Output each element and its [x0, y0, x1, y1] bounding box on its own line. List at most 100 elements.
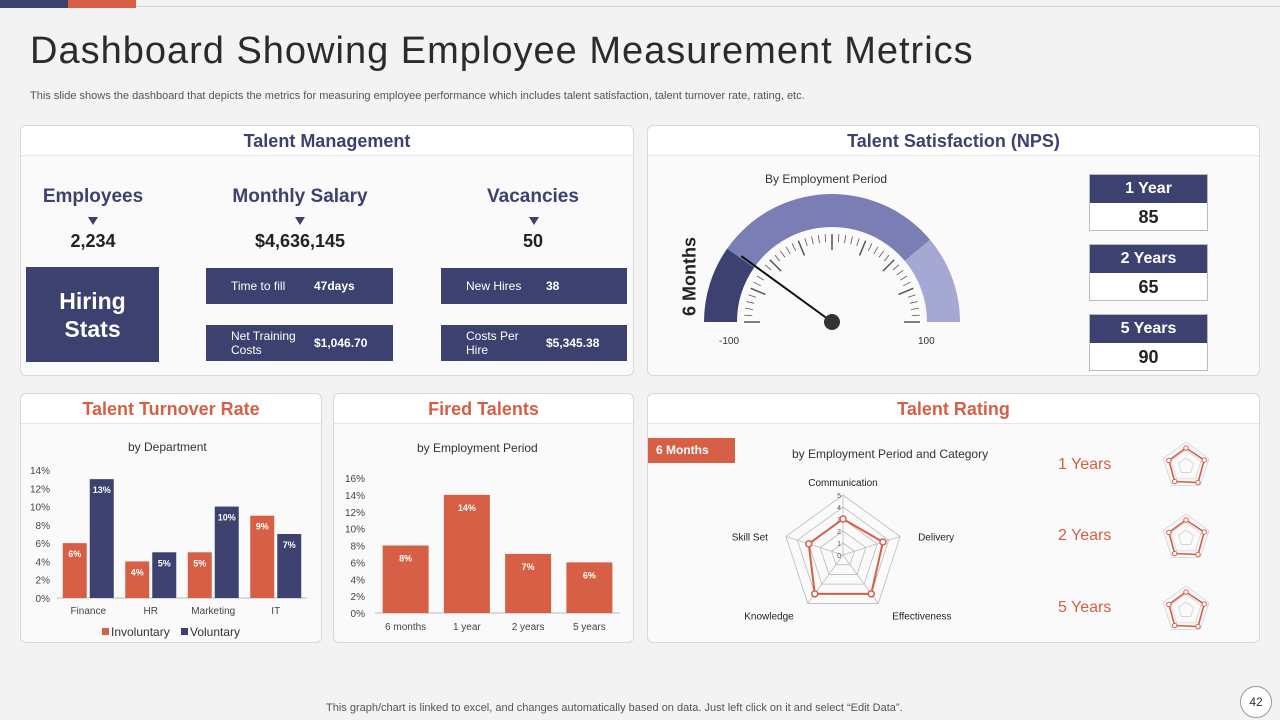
radar-tick-label: 2	[837, 529, 841, 536]
gauge-tick	[878, 250, 885, 258]
y-tick-label: 6%	[351, 558, 366, 569]
y-tick-label: 16%	[345, 474, 365, 485]
radar-point	[805, 540, 813, 548]
salary-arrow-icon	[295, 217, 305, 225]
gauge-tick	[867, 243, 873, 251]
stat-value: $5,345.38	[546, 336, 600, 350]
radar-axis-label: Delivery	[918, 532, 954, 543]
legend-label: Involuntary	[111, 625, 170, 639]
gauge-tick	[817, 235, 820, 244]
x-tick-label: 5 years	[573, 622, 606, 633]
mini-radar-ring	[1178, 457, 1194, 473]
nps-subtitle: By Employment Period	[765, 172, 888, 186]
mini-radar-line	[1167, 591, 1206, 628]
stat-label: New Hires	[466, 279, 522, 293]
gauge-band-low	[704, 248, 755, 322]
gauge-hub	[824, 314, 840, 330]
stat-label: Costs Per Hire	[466, 329, 519, 357]
data-label: 4%	[131, 567, 144, 577]
mini-radar-point	[1201, 601, 1207, 607]
mini-radar-point	[1195, 551, 1201, 558]
gauge-tick	[769, 259, 782, 272]
radar-axis-label: Effectiveness	[892, 612, 951, 623]
stat-label: Net Training Costs	[231, 329, 296, 357]
talent-satisfaction-title: Talent Satisfaction (NPS)	[648, 126, 1259, 156]
rating-title: Talent Rating	[648, 394, 1259, 424]
bar	[443, 494, 490, 613]
data-label: 8%	[399, 554, 412, 564]
radar-point	[839, 515, 847, 523]
y-tick-label: 8%	[36, 521, 51, 532]
gauge-tick	[856, 238, 860, 247]
mini-radar-point	[1201, 529, 1207, 535]
y-tick-label: 4%	[351, 575, 366, 586]
gauge-needle	[740, 255, 833, 323]
radar-tick-label: 0	[837, 553, 841, 560]
rating-subtitle: by Employment Period and Category	[792, 447, 989, 461]
gauge-tick	[753, 281, 761, 287]
mini-radar-ring	[1162, 441, 1210, 486]
legend-swatch	[102, 628, 109, 635]
data-label: 13%	[93, 485, 111, 495]
mini-radar-point	[1172, 478, 1178, 485]
top-accent-navy	[0, 0, 68, 8]
radar-axis-label: Knowledge	[744, 612, 794, 623]
y-tick-label: 12%	[30, 484, 50, 495]
mini-radar-point	[1166, 601, 1172, 608]
stat-costs-per-hire: Costs Per Hire $5,345.38	[441, 325, 627, 361]
rating-radar-chart: 0 1 2 3 4 5 Communication Delivery Effectiveness…	[732, 478, 954, 623]
y-tick-label: 14%	[30, 466, 50, 477]
rating-year-1: 1 Years	[1058, 456, 1112, 473]
nps-legend-period: 5 Years	[1090, 315, 1207, 343]
gauge-tick	[748, 294, 757, 298]
data-label: 9%	[256, 522, 269, 532]
gauge-min-label: -100	[719, 336, 740, 347]
top-rule	[136, 6, 1280, 7]
turnover-title: Talent Turnover Rate	[21, 394, 321, 424]
data-label: 6%	[68, 549, 81, 559]
mini-radar-point	[1166, 529, 1172, 536]
gauge-tick	[911, 314, 920, 317]
bar	[214, 506, 239, 598]
gauge-tick	[756, 275, 764, 281]
gauge-tick	[745, 307, 754, 310]
bar	[250, 515, 275, 598]
rating-year-5: 5 Years	[1058, 599, 1112, 616]
nps-legend-5-years: 5 Years 90	[1089, 314, 1208, 371]
turnover-subtitle: by Department	[128, 440, 207, 454]
gauge-tick	[896, 269, 904, 276]
radar-tick-label: 5	[837, 493, 841, 500]
gauge-tick	[900, 275, 908, 281]
radar-axis-label: Skill Set	[732, 532, 768, 543]
gauge-tick	[785, 246, 791, 254]
mini-radar-ring	[1170, 593, 1202, 624]
data-label: 7%	[522, 562, 535, 572]
nps-legend-value: 65	[1138, 277, 1159, 297]
radar-series-line	[807, 517, 885, 595]
gauge-tick	[844, 235, 847, 244]
mini-radar-ring	[1178, 601, 1194, 617]
bar	[566, 562, 613, 613]
x-tick-label: HR	[144, 606, 158, 617]
talent-management-title: Talent Management	[21, 126, 633, 156]
mini-radar-ring	[1170, 449, 1202, 480]
y-tick-label: 10%	[30, 503, 50, 514]
gauge-tick	[882, 259, 895, 272]
gauge-period-label: 6 Months	[679, 237, 700, 316]
mini-radar-point	[1201, 457, 1207, 463]
gauge-tick	[764, 264, 772, 271]
stat-net-training-costs: Net Training Costs $1,046.70	[206, 325, 393, 361]
page-number: 42	[1240, 686, 1272, 718]
stat-value: $1,046.70	[314, 336, 368, 350]
bar	[382, 545, 429, 613]
top-accent-orange	[68, 0, 136, 8]
y-tick-label: 6%	[36, 539, 51, 550]
vacancies-label: Vacancies	[487, 186, 579, 207]
nps-gauge	[704, 194, 960, 330]
mini-radar-icon	[1162, 513, 1210, 558]
monthly-salary-value: $4,636,145	[254, 231, 346, 251]
gauge-tick	[837, 234, 840, 243]
radar-point	[879, 538, 887, 546]
radar-tick-label: 4	[837, 505, 841, 512]
gauge-tick	[907, 294, 916, 298]
